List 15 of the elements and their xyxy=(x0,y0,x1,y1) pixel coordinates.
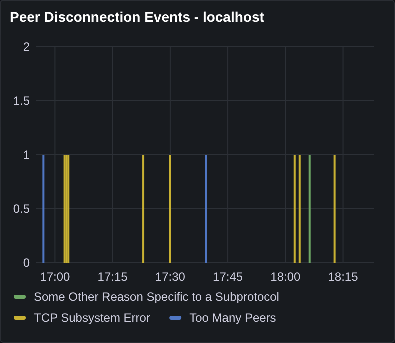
y-tick-label: 1.5 xyxy=(13,94,30,108)
y-tick-label: 0 xyxy=(23,256,30,270)
x-tick-label: 17:30 xyxy=(155,270,186,284)
x-tick-label: 17:45 xyxy=(213,270,244,284)
x-tick-label: 17:00 xyxy=(40,270,71,284)
chart-title: Peer Disconnection Events - localhost xyxy=(10,9,265,25)
x-tick-label: 17:15 xyxy=(98,270,128,284)
legend-label: TCP Subsystem Error xyxy=(34,311,150,326)
y-tick-label: 1 xyxy=(23,148,30,162)
legend-label: Some Other Reason Specific to a Subprotocol xyxy=(34,290,280,304)
legend-label: Too Many Peers xyxy=(190,311,276,326)
y-tick-label: 2 xyxy=(23,40,30,54)
x-tick-label: 18:00 xyxy=(270,270,302,284)
y-tick-label: 0.5 xyxy=(13,202,30,216)
x-tick-label: 18:15 xyxy=(328,270,359,284)
